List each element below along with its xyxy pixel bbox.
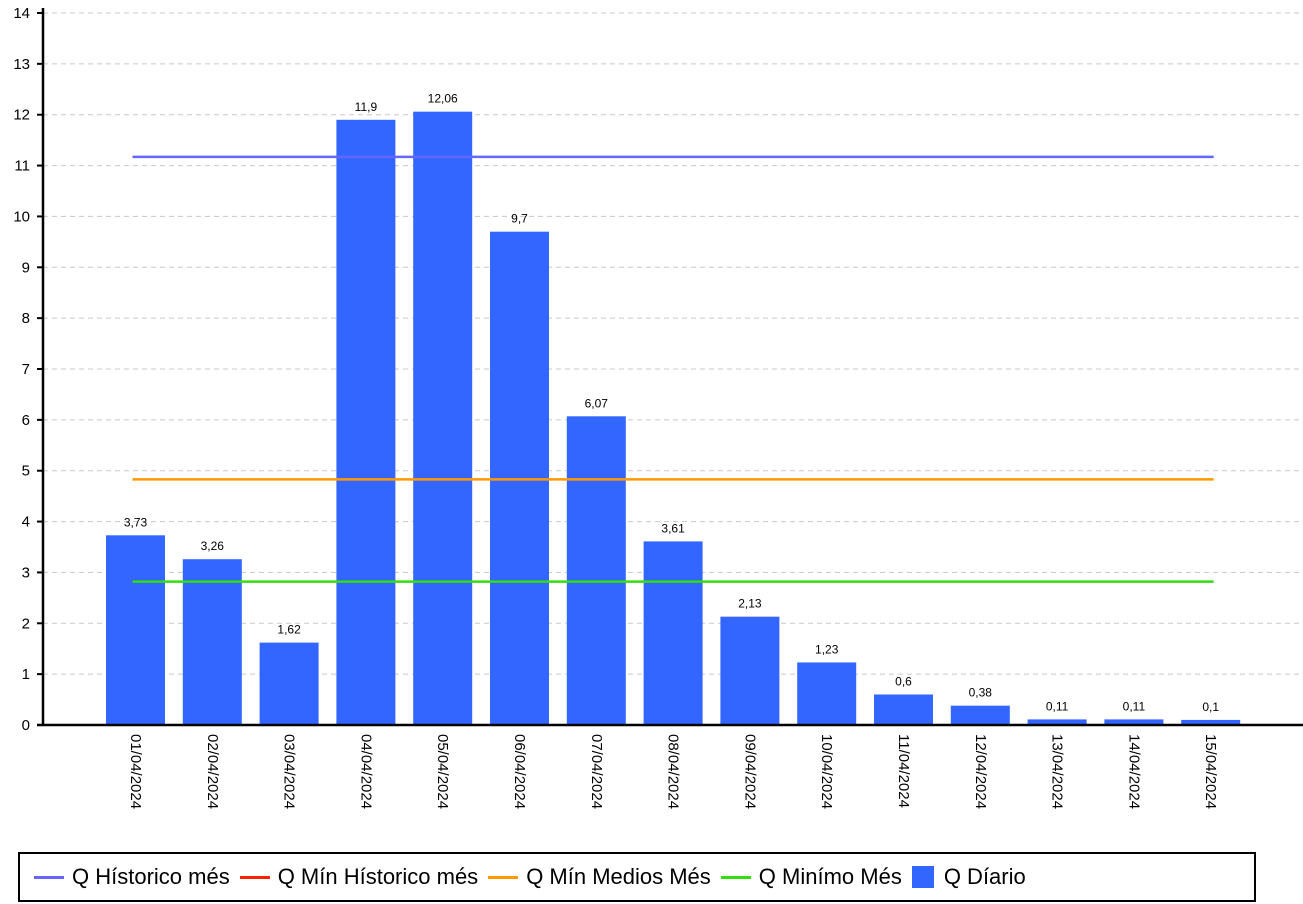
legend-swatch-q-min-medios-mes xyxy=(488,875,519,879)
y-tick-label: 3 xyxy=(22,564,30,581)
data-label: 0,1 xyxy=(1202,700,1219,714)
x-tick-label: 15/04/2024 xyxy=(1202,734,1219,809)
legend-swatch-q-min-historico-mes xyxy=(239,875,270,879)
bar xyxy=(1181,719,1241,725)
legend-label-q-minimo-mes: Q Minímo Més xyxy=(758,864,902,889)
y-tick-label: 8 xyxy=(22,310,30,327)
y-tick-label: 10 xyxy=(13,208,30,225)
y-tick-label: 5 xyxy=(22,463,30,480)
y-tick-label: 11 xyxy=(14,158,30,175)
x-axis-tick-labels: 01/04/2024 02/04/2024 03/04/2024 04/04/2024… xyxy=(127,734,1219,809)
x-tick-label: 10/04/2024 xyxy=(818,734,835,809)
data-label: 3,73 xyxy=(124,515,148,529)
legend-item-q-min-historico-mes: Q Mín Hístorico més xyxy=(239,864,479,890)
data-label: 6,07 xyxy=(585,396,609,410)
legend-label-q-min-historico-mes: Q Mín Hístorico més xyxy=(277,864,479,889)
data-label: 1,23 xyxy=(815,642,839,656)
y-tick-label: 0 xyxy=(22,717,30,734)
bar xyxy=(874,694,933,725)
data-label: 3,26 xyxy=(201,539,225,553)
legend-label-q-min-medios-mes: Q Mín Medios Més xyxy=(526,864,711,889)
data-label: 1,62 xyxy=(277,623,301,637)
y-tick-label: 12 xyxy=(13,107,30,124)
axes xyxy=(37,8,1303,727)
y-tick-label: 13 xyxy=(13,56,30,73)
bar xyxy=(950,705,1010,725)
data-label: 0,11 xyxy=(1123,699,1146,713)
y-tick-label: 7 xyxy=(22,361,30,378)
bar xyxy=(182,559,242,725)
x-tick-label: 13/04/2024 xyxy=(1049,734,1066,809)
y-tick-label: 2 xyxy=(22,615,30,632)
x-tick-label: 08/04/2024 xyxy=(665,734,682,809)
legend-item-q-diario: Q Díario xyxy=(911,864,1026,890)
legend-item-q-minimo-mes: Q Minímo Més xyxy=(720,864,902,890)
x-tick-label: 09/04/2024 xyxy=(741,734,758,809)
x-tick-label: 01/04/2024 xyxy=(127,734,144,809)
x-tick-label: 05/04/2024 xyxy=(434,734,451,809)
x-tick-label: 14/04/2024 xyxy=(1125,734,1142,809)
bar xyxy=(413,111,473,726)
legend-swatch-q-minimo-mes xyxy=(720,875,751,879)
bars xyxy=(106,111,1241,726)
x-tick-label: 11/04/2024 xyxy=(895,734,912,808)
data-label: 11,9 xyxy=(355,100,378,114)
bar xyxy=(336,119,396,726)
legend-item-q-historico-mes: Q Hístorico més xyxy=(34,864,230,890)
legend-item-q-min-medios-mes: Q Mín Medios Més xyxy=(488,864,711,890)
data-label: 3,61 xyxy=(661,521,685,535)
x-tick-label: 04/04/2024 xyxy=(357,734,374,809)
bar xyxy=(566,416,626,725)
y-tick-label: 9 xyxy=(22,259,30,276)
legend: Q Hístorico més Q Mín Hístorico més Q Mí… xyxy=(18,852,1256,902)
legend-label-q-diario: Q Díario xyxy=(943,864,1026,889)
bar xyxy=(259,642,319,725)
x-tick-label: 07/04/2024 xyxy=(588,734,605,809)
y-tick-label: 14 xyxy=(13,5,30,22)
data-label: 0,6 xyxy=(895,674,912,688)
reference-lines xyxy=(132,155,1214,583)
x-tick-label: 02/04/2024 xyxy=(204,734,221,809)
legend-swatch-q-historico-mes xyxy=(34,875,64,879)
x-tick-label: 06/04/2024 xyxy=(511,734,528,809)
y-tick-label: 6 xyxy=(22,412,30,429)
bar xyxy=(643,541,703,725)
data-label: 9,7 xyxy=(511,212,528,226)
y-tick-label: 4 xyxy=(22,514,30,531)
bar xyxy=(720,616,780,725)
bar xyxy=(1027,719,1087,725)
data-label: 2,13 xyxy=(738,597,762,611)
legend-swatch-q-diario xyxy=(911,866,934,888)
y-tick-label: 1 xyxy=(22,666,30,683)
data-label: 0,11 xyxy=(1046,699,1069,713)
bar xyxy=(797,662,857,725)
bar xyxy=(1104,719,1164,725)
data-label: 0,38 xyxy=(969,686,993,700)
legend-label-q-historico-mes: Q Hístorico més xyxy=(72,864,230,889)
bar xyxy=(106,535,165,725)
data-labels: 3,73 3,26 1,62 11,9 12,06 9,7 6,07 3,61 2,13 1,23… xyxy=(124,92,1220,714)
x-tick-label: 03/04/2024 xyxy=(281,734,298,809)
x-tick-label: 12/04/2024 xyxy=(972,734,989,809)
data-label: 12,06 xyxy=(428,92,458,106)
